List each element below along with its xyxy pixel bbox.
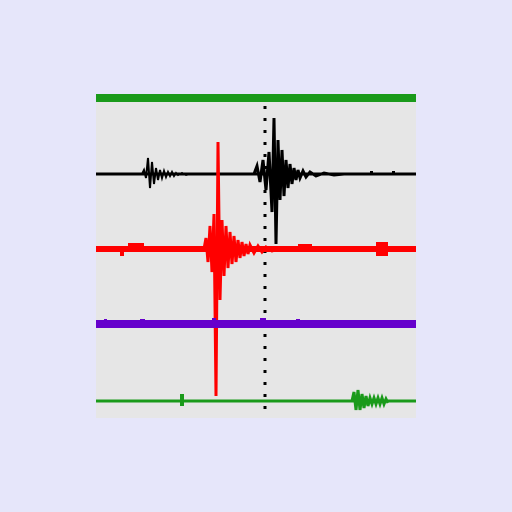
top-bar: [96, 94, 416, 102]
seismogram-panel: [96, 96, 416, 418]
trace-green: [96, 389, 416, 411]
trace-black: [96, 117, 416, 245]
trace-red: [96, 141, 416, 397]
trace-purple: [96, 318, 416, 328]
